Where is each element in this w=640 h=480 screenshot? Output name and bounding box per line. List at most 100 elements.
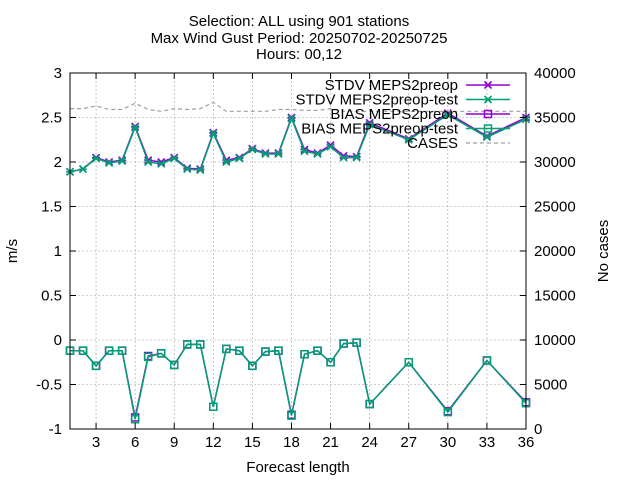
y-tick-label: 0.5 bbox=[41, 288, 62, 305]
legend-label: BIAS MEPS2preop-test bbox=[301, 121, 459, 138]
chart-title-line-2: Max Wind Gust Period: 20250702-20250725 bbox=[151, 30, 448, 47]
chart-title-line-1: Selection: ALL using 901 stations bbox=[189, 13, 409, 30]
series-point bbox=[274, 149, 283, 159]
y-axis-label: m/s bbox=[4, 239, 21, 263]
series-point bbox=[105, 158, 114, 167]
x-tick-label: 18 bbox=[283, 434, 300, 451]
series-point bbox=[482, 356, 492, 365]
series-point bbox=[118, 157, 127, 166]
series-point bbox=[261, 347, 270, 356]
series-point bbox=[443, 110, 452, 119]
x-tick-label: 3 bbox=[92, 434, 100, 451]
y2-tick-label: 35000 bbox=[534, 110, 576, 127]
series-point bbox=[169, 360, 179, 370]
series-point bbox=[326, 358, 335, 367]
series-point bbox=[143, 352, 153, 362]
series-point bbox=[365, 120, 374, 129]
legend-label: STDV MEPS2preop-test bbox=[295, 92, 458, 109]
series-point bbox=[222, 157, 231, 167]
series-point bbox=[339, 339, 348, 348]
series-point bbox=[313, 346, 322, 355]
series-point bbox=[183, 340, 192, 349]
series-point bbox=[287, 411, 296, 420]
series-point bbox=[157, 159, 166, 168]
series-point bbox=[183, 165, 192, 174]
y2-tick-label: 20000 bbox=[534, 243, 576, 260]
y-tick-label: 3 bbox=[54, 65, 62, 82]
series-point bbox=[131, 123, 140, 132]
legend-marker bbox=[483, 95, 493, 104]
series-point bbox=[300, 147, 309, 156]
legend-label: STDV MEPS2preop bbox=[325, 77, 458, 94]
y2-tick-label: 5000 bbox=[534, 377, 567, 394]
series-layer bbox=[65, 101, 531, 424]
series-point bbox=[235, 346, 244, 355]
chart-title-line-3: Hours: 00,12 bbox=[256, 46, 342, 63]
legend-marker bbox=[483, 109, 493, 119]
series-point bbox=[78, 165, 88, 174]
x-tick-label: 33 bbox=[479, 434, 496, 451]
series-point bbox=[313, 149, 322, 159]
series-point bbox=[443, 407, 453, 417]
series-point bbox=[326, 142, 335, 151]
series-point bbox=[248, 145, 257, 154]
series-point bbox=[144, 157, 153, 167]
series-point bbox=[365, 399, 374, 409]
legend-marker bbox=[483, 124, 493, 133]
series-point bbox=[482, 133, 491, 142]
x-tick-label: 30 bbox=[439, 434, 456, 451]
series-point bbox=[352, 153, 361, 162]
y-tick-label: 2.5 bbox=[41, 110, 62, 127]
y2-tick-label: 15000 bbox=[534, 288, 576, 305]
series-point bbox=[130, 414, 140, 424]
x-tick-label: 9 bbox=[170, 434, 178, 451]
y2-tick-label: 0 bbox=[534, 421, 542, 438]
series-point bbox=[235, 154, 244, 163]
y-tick-label: -1 bbox=[49, 421, 62, 438]
series-point bbox=[248, 361, 257, 371]
series-point bbox=[117, 346, 127, 355]
series-point bbox=[209, 402, 218, 411]
legend-marker bbox=[483, 80, 493, 90]
series-point bbox=[196, 165, 205, 175]
legend-label: BIAS MEPS2preop bbox=[330, 106, 458, 123]
series-point bbox=[339, 153, 348, 162]
series-point bbox=[170, 154, 179, 163]
y2-tick-label: 10000 bbox=[534, 332, 576, 349]
x-tick-label: 15 bbox=[244, 434, 261, 451]
series-point bbox=[300, 349, 309, 359]
series-point bbox=[261, 149, 270, 159]
series-line bbox=[69, 113, 527, 173]
series-point bbox=[196, 340, 205, 349]
x-tick-label: 24 bbox=[361, 434, 378, 451]
series-point bbox=[222, 344, 231, 354]
series-point bbox=[404, 358, 413, 367]
series-point bbox=[156, 349, 166, 358]
x-tick-label: 36 bbox=[518, 434, 535, 451]
y-tick-label: 2 bbox=[54, 154, 62, 171]
x-tick-label: 12 bbox=[205, 434, 222, 451]
series-point bbox=[209, 129, 218, 138]
legend-label: CASES bbox=[407, 135, 458, 152]
series-point bbox=[104, 346, 114, 355]
x-axis-label: Forecast length bbox=[246, 459, 349, 476]
y-tick-label: 1.5 bbox=[41, 199, 62, 216]
y-tick-label: 0 bbox=[54, 332, 62, 349]
x-tick-label: 27 bbox=[400, 434, 417, 451]
y2-tick-label: 40000 bbox=[534, 65, 576, 82]
y-tick-label: 1 bbox=[54, 243, 62, 260]
series-point bbox=[274, 346, 283, 355]
axis-ticks: 3 6 9 12 15 18 21 24 27 30 33 36-1-0.500.511.522.53… bbox=[36, 65, 576, 451]
series-line bbox=[70, 101, 526, 112]
series-point bbox=[352, 338, 361, 347]
y-tick-label: -0.5 bbox=[36, 377, 62, 394]
x-tick-label: 21 bbox=[322, 434, 339, 451]
y2-axis-label: No cases bbox=[595, 220, 612, 283]
series-point bbox=[91, 361, 101, 371]
series-point bbox=[287, 114, 296, 123]
series-point bbox=[78, 346, 88, 355]
y2-tick-label: 25000 bbox=[534, 199, 576, 216]
series-point bbox=[91, 154, 101, 163]
